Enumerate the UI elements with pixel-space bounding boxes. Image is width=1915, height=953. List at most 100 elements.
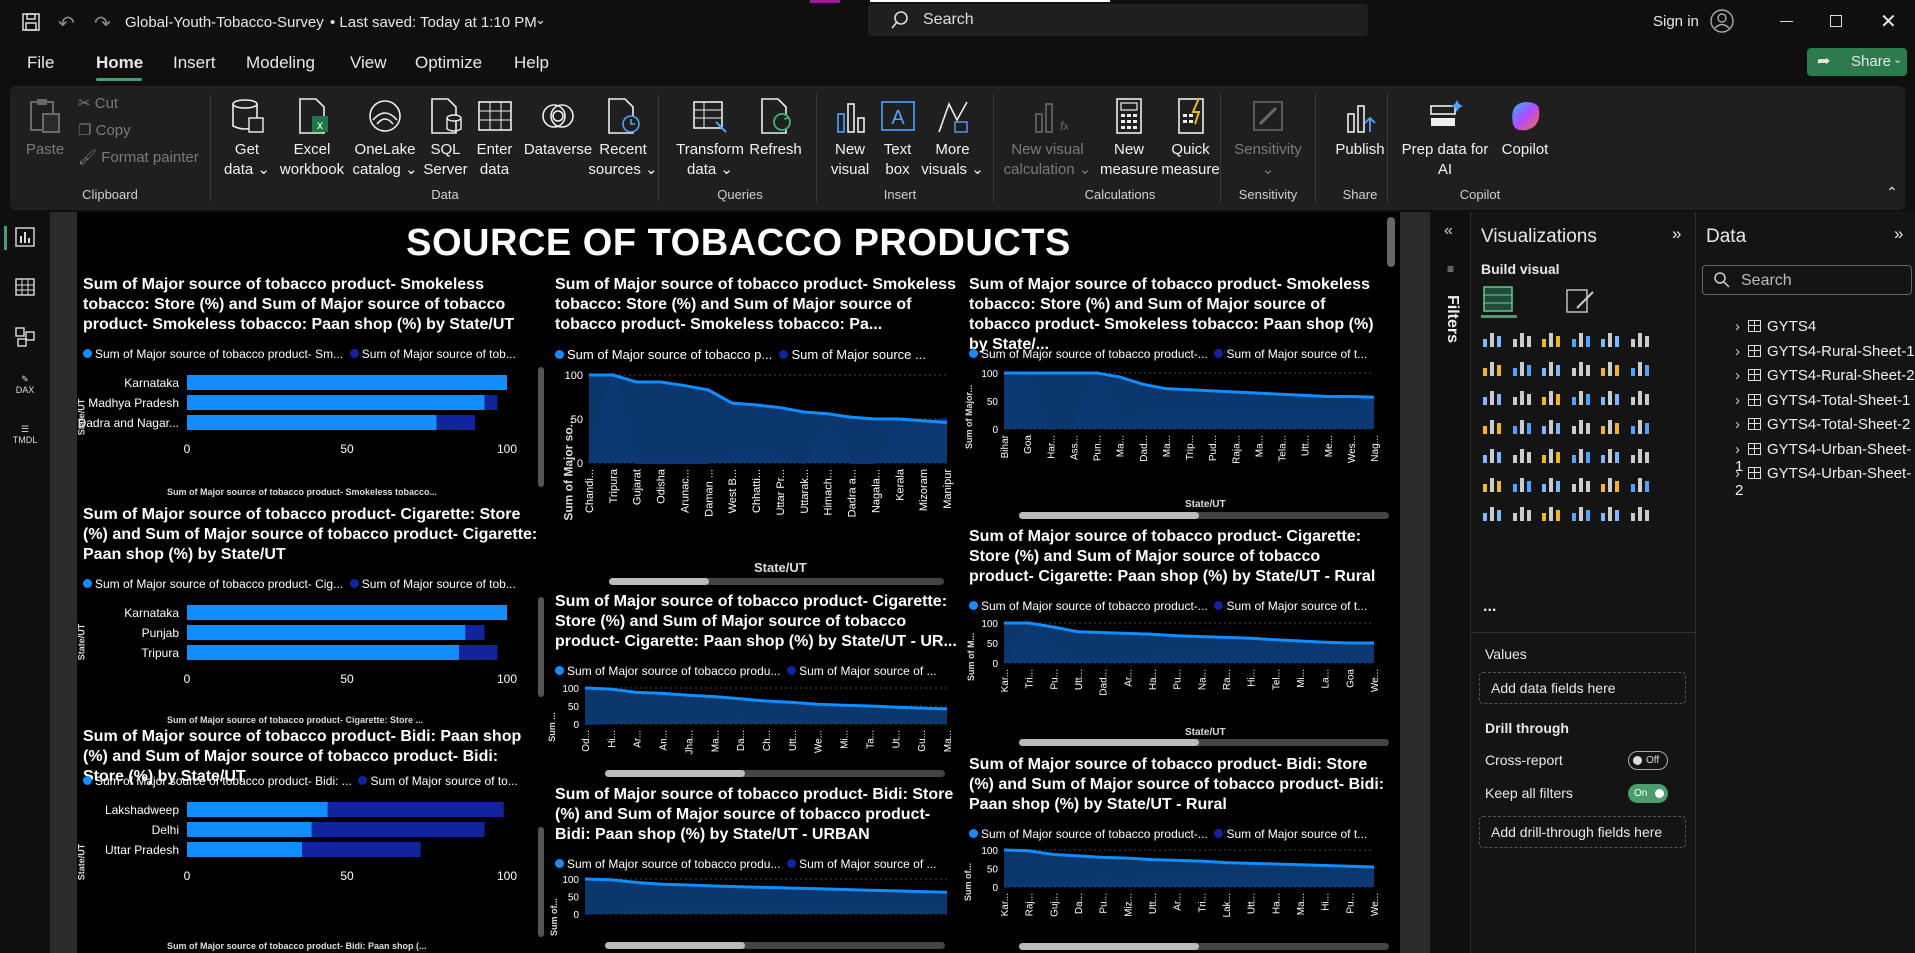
table-item[interactable]: › GYTS4 xyxy=(1735,318,1816,335)
table-item[interactable]: › GYTS4-Total-Sheet-1 xyxy=(1735,392,1910,409)
collapse-ribbon-icon[interactable]: ⌃ xyxy=(1886,184,1898,200)
table-item[interactable]: › GYTS4-Rural-Sheet-2 xyxy=(1735,367,1915,384)
copilot-button[interactable]: Copilot xyxy=(1490,96,1560,160)
prep-data-ai-button[interactable]: Prep data for AI xyxy=(1395,96,1495,180)
bar-chart[interactable]: Karnataka Punjab Tripura 0 50 100 xyxy=(77,597,547,727)
transform-data-button[interactable]: Transform data ⌄ xyxy=(670,96,750,180)
sensitivity-button[interactable]: Sensitivity ⌄ xyxy=(1228,96,1308,180)
area-chart[interactable]: 0 50 100 xyxy=(547,874,967,953)
power-apps-icon[interactable] xyxy=(1511,501,1535,525)
horizontal-scrollbar[interactable] xyxy=(605,942,945,949)
scrollbar-thumb[interactable] xyxy=(1019,512,1199,519)
chevron-right-icon[interactable]: › xyxy=(1735,465,1740,482)
stacked-area-icon[interactable] xyxy=(1540,356,1564,380)
chevron-down-icon[interactable]: ⌄ xyxy=(535,12,546,27)
collapse-data-pane-icon[interactable]: » xyxy=(1894,224,1904,243)
line-clustered-icon[interactable] xyxy=(1629,356,1653,380)
recent-sources-button[interactable]: Recent sources ⌄ xyxy=(588,96,658,180)
quick-measure-button[interactable]: Quick measure xyxy=(1158,96,1223,180)
cut-button[interactable]: ✂ Cut xyxy=(78,94,118,112)
format-painter-button[interactable]: 🖌 Format painter xyxy=(78,148,199,166)
gauge-icon[interactable] xyxy=(1599,414,1623,438)
decomposition-tree-icon[interactable] xyxy=(1540,472,1564,496)
chevron-visual-icon[interactable] xyxy=(1629,501,1653,525)
chevron-right-icon[interactable]: › xyxy=(1735,416,1740,433)
scrollbar-thumb[interactable] xyxy=(1019,739,1199,746)
onelake-catalog-button[interactable]: OneLake catalog ⌄ xyxy=(345,96,425,180)
tab-help[interactable]: Help xyxy=(514,53,549,72)
multi-row-card-icon[interactable] xyxy=(1481,443,1505,467)
sql-server-button[interactable]: SQL Server xyxy=(423,96,468,180)
file-name[interactable]: Global-Youth-Tobacco-Survey xyxy=(125,14,324,31)
filled-map-icon[interactable] xyxy=(1540,414,1564,438)
refresh-button[interactable]: Refresh xyxy=(743,96,808,160)
copy-button[interactable]: ❐ Copy xyxy=(78,121,131,139)
line-column-icon[interactable] xyxy=(1599,356,1623,380)
azure-map-icon[interactable] xyxy=(1570,414,1594,438)
100-column-icon[interactable] xyxy=(1629,327,1653,351)
tab-optimize[interactable]: Optimize xyxy=(415,53,483,72)
area-chart[interactable]: 0 50 100 Chandi... Tripura Gujarat Odisha Aruna… xyxy=(547,367,967,592)
qa-icon[interactable] xyxy=(1570,472,1594,496)
bar-chart[interactable]: Karnataka Madhya Pradesh Dadra and Nagar..… xyxy=(77,367,547,502)
vertical-scrollbar[interactable] xyxy=(538,827,544,937)
area-chart[interactable]: 0 50 100 Kar... Tri... Pu... Utt... Dad... Ar...… xyxy=(962,617,1392,755)
key-influencers-icon[interactable] xyxy=(1511,472,1535,496)
chevron-right-icon[interactable]: › xyxy=(1735,342,1740,360)
enter-data-button[interactable]: Enter data xyxy=(472,96,517,180)
treemap-icon[interactable] xyxy=(1481,414,1505,438)
goals-icon[interactable] xyxy=(1629,472,1653,496)
maximize-icon[interactable] xyxy=(1830,15,1842,27)
excel-workbook-button[interactable]: x Excel workbook xyxy=(272,96,352,180)
format-visual-tab[interactable] xyxy=(1563,286,1599,318)
scrollbar-thumb[interactable] xyxy=(605,770,745,777)
dax-query-view-icon[interactable]: ✎ DAX xyxy=(15,374,35,395)
table-item[interactable]: › GYTS4-Total-Sheet-2 xyxy=(1735,416,1910,433)
collapse-viz-pane-icon[interactable]: » xyxy=(1672,224,1682,243)
share-button[interactable]: ➦ Share ⌄ xyxy=(1807,48,1907,76)
expand-filters-icon[interactable]: « xyxy=(1444,222,1453,239)
get-data-button[interactable]: Get data ⌄ xyxy=(222,96,272,180)
table-view-icon[interactable] xyxy=(14,276,36,303)
publish-button[interactable]: Publish xyxy=(1325,96,1395,160)
horizontal-scrollbar[interactable] xyxy=(605,770,945,777)
funnel-icon[interactable] xyxy=(1540,385,1564,409)
donut-icon[interactable] xyxy=(1629,385,1653,409)
chevron-right-icon[interactable]: › xyxy=(1735,391,1740,409)
tmdl-view-icon[interactable]: ☰ TMDL xyxy=(12,424,38,445)
line-chart-icon[interactable] xyxy=(1481,356,1505,380)
redo-icon[interactable]: ↷ xyxy=(94,13,111,35)
horizontal-scrollbar[interactable] xyxy=(1019,512,1389,519)
area-chart[interactable]: 0 50 100 Kar... Raj... Guj... Da... Pu... Miz...… xyxy=(962,845,1392,953)
more-visuals-ellipsis[interactable]: ... xyxy=(1483,598,1497,615)
new-measure-button[interactable]: New measure xyxy=(1100,96,1158,180)
close-icon[interactable]: ✕ xyxy=(1880,11,1897,33)
more-visuals-button[interactable]: More visuals ⌄ xyxy=(920,96,985,180)
python-visual-icon[interactable] xyxy=(1481,472,1505,496)
cross-report-toggle[interactable]: Off xyxy=(1628,751,1668,770)
tab-view[interactable]: View xyxy=(350,53,387,72)
new-visual-button[interactable]: New visual xyxy=(825,96,875,180)
table-icon[interactable] xyxy=(1570,443,1594,467)
r-visual-icon[interactable] xyxy=(1629,443,1653,467)
report-view-icon[interactable] xyxy=(14,226,36,253)
stacked-column-icon[interactable] xyxy=(1511,327,1535,351)
stacked-bar-icon[interactable] xyxy=(1481,327,1505,351)
area-chart-icon[interactable] xyxy=(1511,356,1535,380)
scatter-icon[interactable] xyxy=(1570,385,1594,409)
avatar-icon[interactable] xyxy=(1710,9,1734,38)
diamond-visual-icon[interactable] xyxy=(1599,501,1623,525)
scrollbar-thumb[interactable] xyxy=(609,578,709,585)
vertical-scrollbar[interactable] xyxy=(538,597,544,697)
global-search[interactable]: Search xyxy=(868,4,1368,36)
waterfall-icon[interactable] xyxy=(1511,385,1535,409)
text-box-button[interactable]: A Text box xyxy=(875,96,920,180)
build-visual-tab[interactable] xyxy=(1481,284,1517,318)
table-item[interactable]: › GYTS4-Urban-Sheet-2 xyxy=(1735,465,1915,499)
page-scrollbar[interactable] xyxy=(1387,217,1395,267)
narrative-icon[interactable] xyxy=(1599,472,1623,496)
vertical-scrollbar[interactable] xyxy=(538,367,544,487)
model-view-icon[interactable] xyxy=(14,326,36,353)
keep-all-filters-toggle[interactable]: On xyxy=(1628,784,1668,803)
